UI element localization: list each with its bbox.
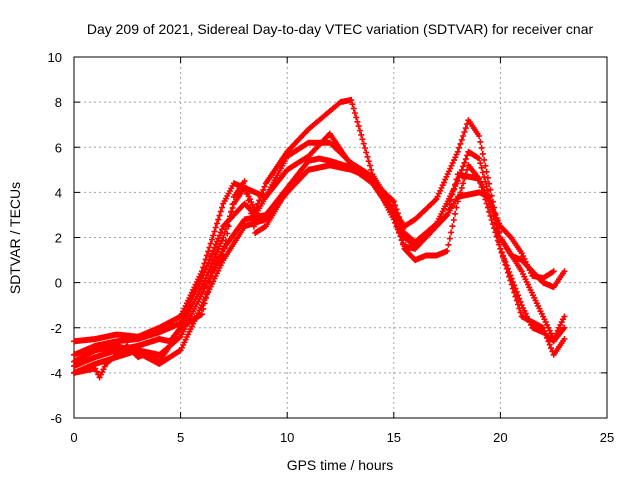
x-tick-label: 15: [387, 430, 401, 445]
x-tick-label: 25: [600, 430, 614, 445]
y-tick-label: 6: [55, 140, 62, 155]
y-axis-label: SDTVAR / TECUs: [7, 182, 23, 294]
x-tick-label: 0: [70, 430, 77, 445]
y-tick-label: 8: [55, 95, 62, 110]
y-axis-ticks: -6 -4 -2 0 2 4 6 8 10: [48, 50, 607, 426]
series-sat-6: [71, 166, 312, 381]
plus-markers: [71, 166, 312, 381]
data-markers: [71, 96, 568, 381]
y-tick-label: 10: [48, 50, 62, 65]
y-tick-label: 0: [55, 276, 62, 291]
x-tick-label: 5: [177, 430, 184, 445]
x-axis-label: GPS time / hours: [287, 457, 394, 473]
y-tick-label: 4: [55, 185, 62, 200]
x-tick-label: 10: [280, 430, 294, 445]
x-tick-label: 20: [493, 430, 507, 445]
x-axis-ticks: 0 5 10 15 20 25: [70, 57, 614, 445]
chart-title: Day 209 of 2021, Sidereal Day-to-day VTE…: [87, 21, 594, 37]
y-tick-label: -2: [50, 321, 62, 336]
y-tick-label: 2: [55, 231, 62, 246]
y-tick-label: -6: [50, 411, 62, 426]
y-tick-label: -4: [50, 366, 62, 381]
